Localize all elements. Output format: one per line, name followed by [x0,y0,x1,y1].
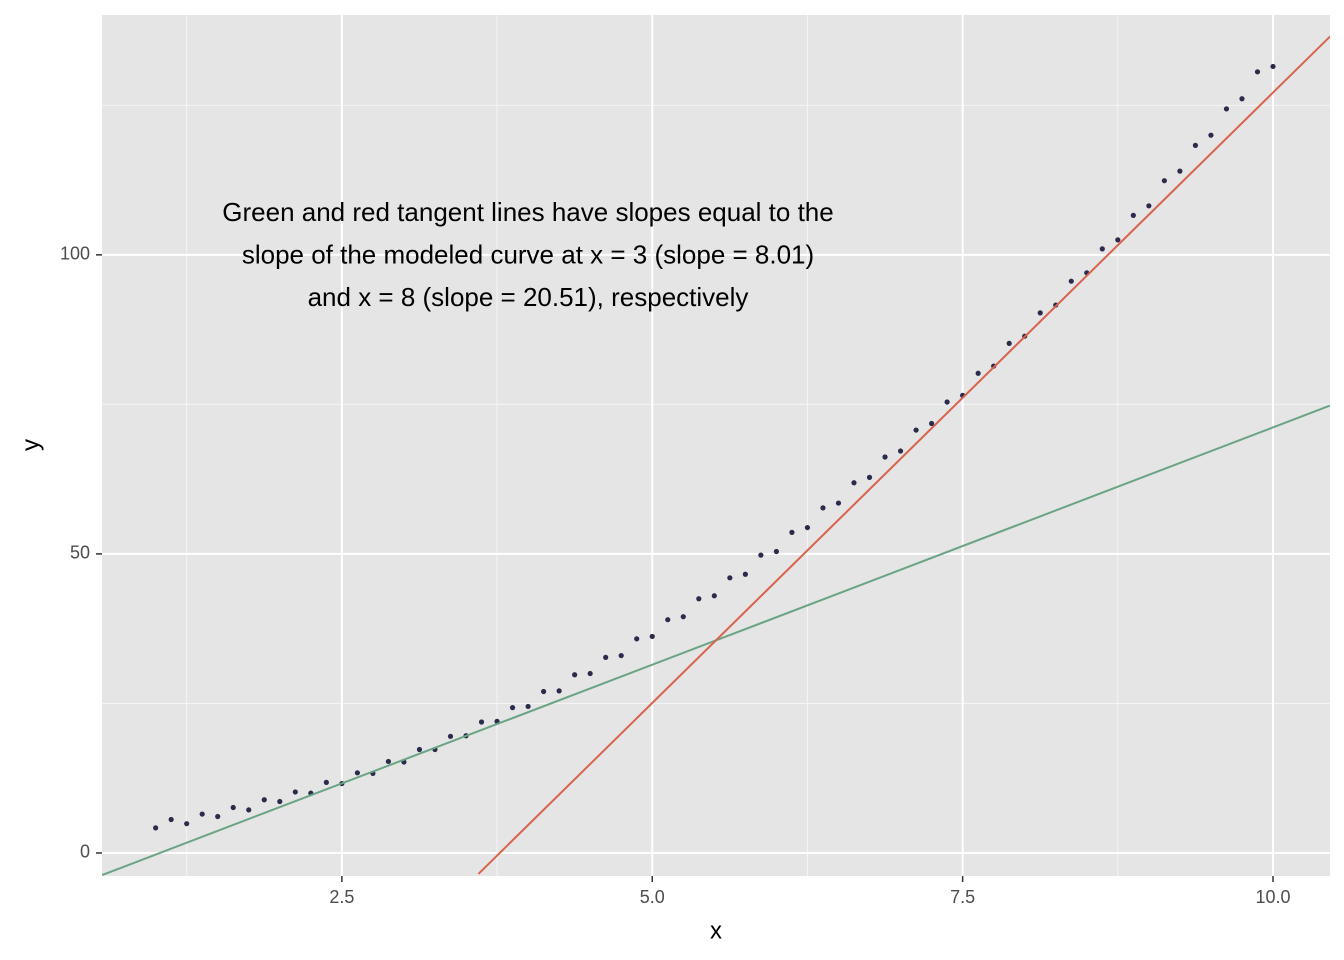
point [851,480,857,486]
x-tick-label: 10.0 [1255,887,1290,907]
annotation: and x = 8 (slope = 20.51), respectively [308,282,749,312]
point [696,596,702,602]
point [246,807,252,813]
tangent-line [477,35,1330,875]
point [292,789,298,795]
point [323,779,329,785]
point [1115,237,1121,243]
point [1223,106,1230,112]
point [773,548,780,555]
point [230,804,236,811]
point [416,746,423,753]
point [711,593,717,599]
point [556,688,562,694]
point [1037,310,1043,316]
x-tick-label: 7.5 [950,887,975,907]
point [866,474,873,480]
point [215,813,221,820]
labels: 2.5 5.0 7.5 10.0 0 50 100 Green and red tangent… [60,197,1291,907]
y-axis-title: y [17,439,44,451]
x-tick-label: 5.0 [640,887,665,907]
plot-area [102,35,1330,876]
point [261,797,267,803]
point [525,703,531,710]
point [478,719,485,725]
point [1177,168,1183,174]
point [153,825,159,831]
point [168,816,174,823]
point [184,821,190,827]
y-tick-label: 0 [80,842,90,862]
point [1146,203,1152,209]
point [1208,132,1214,138]
point [1130,212,1136,218]
panel [102,15,1330,876]
point [649,633,655,640]
point [665,617,671,623]
point [277,798,283,805]
point [944,399,950,405]
point [789,529,795,535]
point [354,770,360,776]
point [199,811,205,817]
point [1254,69,1261,75]
point [1192,142,1199,148]
point [541,688,547,695]
point [572,672,578,678]
point [680,614,686,620]
point [385,758,392,765]
y-tick-label: 100 [60,244,90,264]
point [1099,246,1105,252]
point [928,420,935,427]
point [882,454,888,460]
point [897,448,904,454]
grid [102,15,1330,876]
point [618,652,624,659]
point [804,524,811,531]
point [447,733,454,739]
point [1161,178,1167,184]
point [587,670,593,677]
point [1068,278,1074,284]
x-tick-label: 2.5 [329,887,354,907]
point [1270,63,1276,70]
x-axis-title: x [710,917,722,944]
point [634,636,640,642]
point [975,370,981,376]
point [603,654,609,660]
point [1006,340,1012,346]
point [509,705,516,711]
point [758,552,764,558]
y-tick-label: 50 [70,543,90,563]
point [820,505,826,511]
annotation: Green and red tangent lines have slopes … [222,197,833,227]
point [835,500,842,506]
point [1239,96,1245,102]
point [913,427,919,433]
point [727,575,733,581]
point [742,571,748,577]
annotation: slope of the modeled curve at x = 3 (slo… [242,239,814,269]
